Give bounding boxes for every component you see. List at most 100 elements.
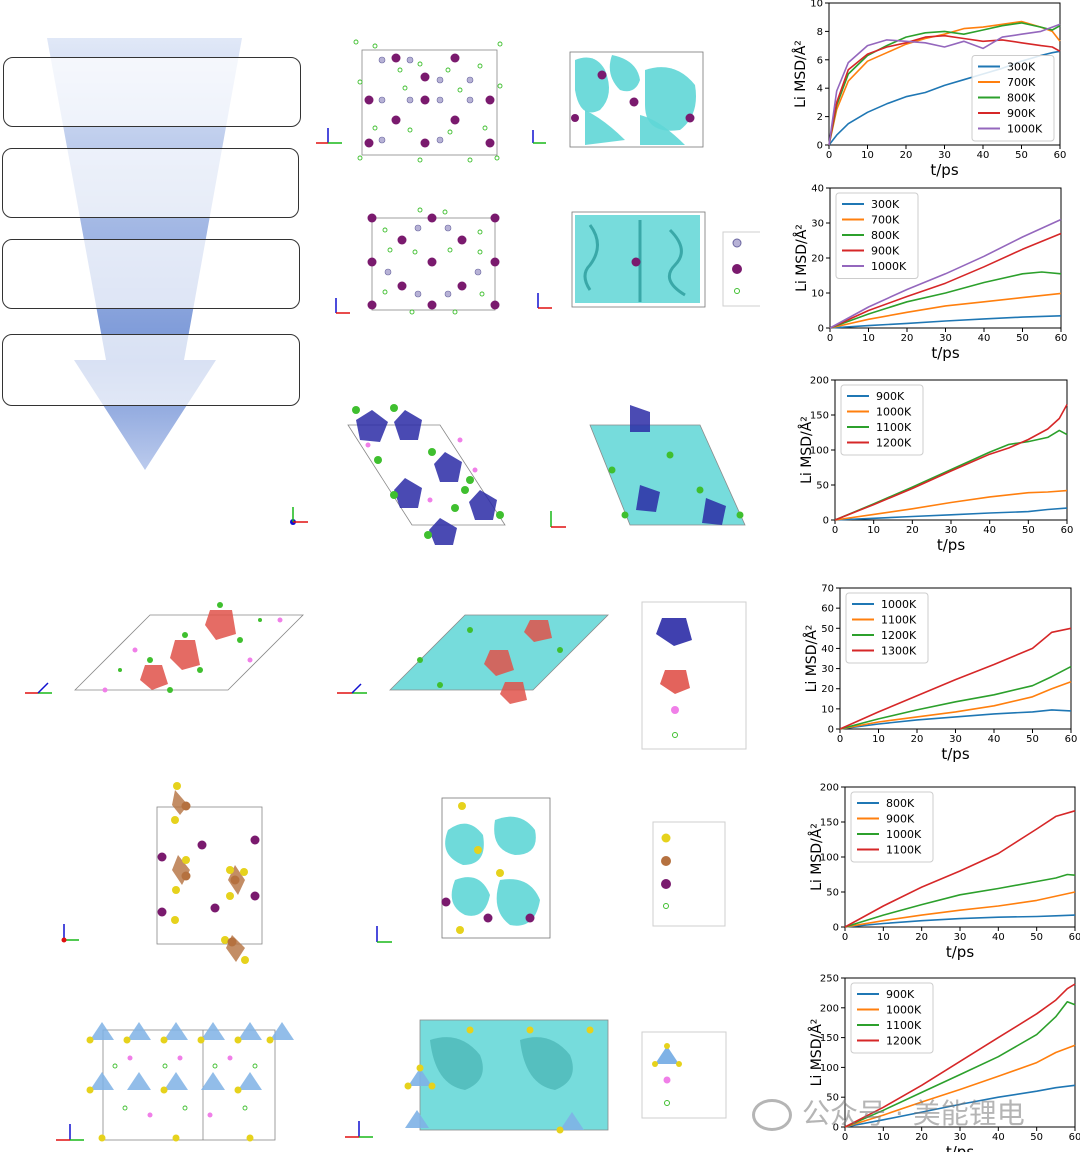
y-tick-label: 2 — [817, 112, 823, 123]
x-tick-label: 0 — [832, 525, 838, 536]
legend-label: 300K — [871, 198, 900, 211]
x-tick-label: 50 — [1015, 150, 1028, 161]
legend-label: 1000K — [886, 828, 922, 841]
legend-label: 300K — [1007, 61, 1036, 74]
y-tick-label: 150 — [820, 818, 839, 829]
legend-box — [845, 592, 929, 664]
x-axis-label: t/ps — [946, 1143, 974, 1152]
series-line-1200K — [839, 665, 1072, 730]
y-tick-label: 50 — [826, 1093, 839, 1104]
axis-triad-row-3b — [550, 511, 566, 528]
axis-triad-row-2 — [335, 298, 350, 314]
x-tick-label: 30 — [954, 932, 967, 943]
series-line-1100K — [844, 1000, 1076, 1128]
legend-label: 1000K — [871, 260, 907, 273]
msd-chart-1: 0 10 20 30 40 50 60 0 2 4 6 8 10 t/ps Li MSD/Å² 300K 700… — [792, 0, 1066, 179]
y-tick-label: 20 — [821, 684, 834, 695]
crystal-structure-row-2 — [367, 207, 500, 315]
x-tick-label: 40 — [977, 150, 990, 161]
legend-label: 1000K — [1007, 123, 1043, 136]
axis-triad-row-1 — [316, 128, 342, 144]
y-tick-label: 30 — [811, 219, 824, 230]
series-line-1000K — [829, 218, 1062, 329]
series-line-1100K — [834, 429, 1068, 521]
msd-chart-4: 0 10 20 30 40 50 60 0 10 20 30 40 50 60 70 t/ps Li MSD/Å… — [803, 584, 1077, 764]
x-tick-label: 60 — [1061, 525, 1074, 536]
x-tick-label: 50 — [1030, 1132, 1043, 1143]
isosurface-row-5 — [441, 797, 551, 939]
wechat-icon — [752, 1099, 792, 1131]
atom-legend-row-5 — [652, 821, 726, 927]
x-tick-label: 40 — [988, 734, 1001, 745]
legend: 300K 700K 800K 900K 1000K — [835, 192, 919, 279]
stage-box-2 — [2, 148, 299, 218]
legend-label: 1200K — [881, 629, 917, 642]
y-tick-label: 0 — [817, 141, 823, 152]
x-tick-label: 60 — [1069, 932, 1080, 943]
stage-box-1 — [3, 57, 301, 127]
stage-box-3 — [2, 239, 300, 309]
series-line-1000K — [828, 23, 1061, 146]
legend-label: 1300K — [881, 645, 917, 658]
legend: 1000K 1100K 1200K 1300K — [845, 592, 929, 664]
crystal-structure-row-5 — [156, 782, 263, 964]
atom-legend-row-2 — [722, 231, 760, 307]
structures-panel — [25, 39, 760, 1142]
series-line-1000K — [834, 489, 1068, 521]
axis-triad-row-4b — [337, 683, 367, 694]
x-tick-label: 30 — [954, 1132, 967, 1143]
x-tick-label: 30 — [938, 150, 951, 161]
msd-chart-2: 0 10 20 30 40 50 60 0 10 20 30 40 t/ps Li MSD/Å² 300K 7… — [793, 184, 1067, 363]
x-tick-label: 20 — [915, 932, 928, 943]
y-axis-label: Li MSD/Å² — [798, 416, 815, 484]
series-line-300K — [829, 315, 1062, 329]
y-tick-label: 50 — [816, 481, 829, 492]
x-axis-label: t/ps — [946, 943, 974, 961]
watermark: 公众号 · 美能锂电 — [752, 1092, 1025, 1132]
legend-label: 800K — [871, 229, 900, 242]
x-tick-label: 10 — [862, 333, 875, 344]
legend-label: 1000K — [876, 406, 912, 419]
axis-triad-row-5b — [376, 926, 392, 943]
y-tick-label: 0 — [833, 923, 839, 934]
y-tick-label: 0 — [818, 324, 824, 335]
y-axis-label: Li MSD/Å² — [792, 40, 809, 108]
y-tick-label: 40 — [811, 184, 824, 195]
y-tick-label: 100 — [810, 446, 829, 457]
legend: 800K 900K 1000K 1100K — [850, 791, 934, 863]
legend-label: 900K — [876, 390, 905, 403]
axis-triad-row-5 — [61, 924, 79, 943]
x-tick-label: 40 — [978, 333, 991, 344]
series-line-1000K — [839, 709, 1072, 730]
isosurface-row-4 — [389, 614, 609, 704]
legend-label: 900K — [886, 813, 915, 826]
y-tick-label: 100 — [820, 853, 839, 864]
x-tick-label: 60 — [1055, 333, 1068, 344]
x-tick-label: 60 — [1054, 150, 1067, 161]
legend-label: 1100K — [881, 614, 917, 627]
series-line-900K — [844, 1084, 1076, 1128]
x-axis-label: t/ps — [941, 745, 969, 763]
y-tick-label: 150 — [810, 411, 829, 422]
isosurface-row-2 — [571, 211, 706, 308]
legend-label: 900K — [886, 988, 915, 1001]
x-tick-label: 0 — [827, 333, 833, 344]
series-line-800K — [828, 22, 1061, 146]
series-line-1100K — [839, 680, 1072, 730]
x-tick-label: 60 — [1065, 734, 1078, 745]
isosurface-row-1 — [569, 51, 704, 148]
x-tick-label: 0 — [842, 1132, 848, 1143]
axis-triad-row-4 — [25, 682, 52, 694]
x-tick-label: 30 — [949, 734, 962, 745]
x-tick-label: 50 — [1026, 734, 1039, 745]
msd-chart-3: 0 10 20 30 40 50 60 0 50 100 150 200 t/ps Li MSD/Å² 90… — [798, 376, 1073, 555]
series-line-1000K — [844, 873, 1076, 928]
legend: 900K 1000K 1100K 1200K — [850, 982, 934, 1054]
y-axis-label: Li MSD/Å² — [808, 1019, 825, 1087]
watermark-text: 公众号 · 美能锂电 — [802, 1097, 1025, 1130]
legend-label: 1100K — [886, 844, 922, 857]
axis-triad-row-6 — [56, 1124, 84, 1141]
y-tick-label: 6 — [817, 55, 823, 66]
x-tick-label: 30 — [945, 525, 958, 536]
